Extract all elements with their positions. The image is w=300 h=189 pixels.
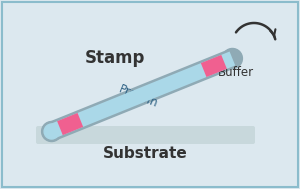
- Circle shape: [44, 124, 59, 139]
- Circle shape: [222, 48, 242, 68]
- Polygon shape: [48, 49, 236, 141]
- FancyBboxPatch shape: [36, 126, 255, 144]
- Text: Protein: Protein: [116, 83, 160, 111]
- Circle shape: [42, 122, 62, 142]
- Polygon shape: [49, 52, 235, 139]
- Polygon shape: [201, 55, 227, 77]
- Text: Substrate: Substrate: [103, 146, 188, 161]
- Polygon shape: [57, 113, 83, 135]
- Text: Buffer: Buffer: [218, 67, 254, 80]
- Text: Stamp: Stamp: [85, 49, 145, 67]
